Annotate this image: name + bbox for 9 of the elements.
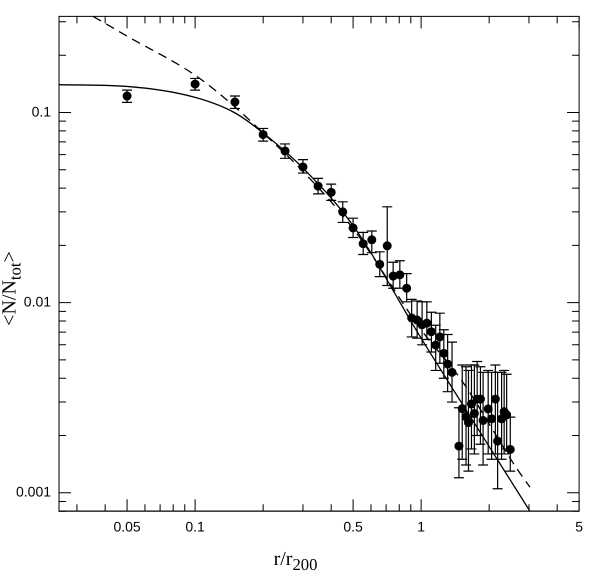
x-tick-label: 1 [417, 518, 426, 534]
y-tick-label: 0.001 [16, 484, 52, 500]
x-axis-title: r/r$_{200}$ [272, 548, 318, 575]
y-tick-label: 0.01 [24, 293, 52, 310]
y-tick-label: 0.1 [32, 103, 52, 120]
x-tick-label: 5 [575, 518, 584, 534]
x-tick-label: 0.05 [113, 518, 141, 534]
x-tick-label: 0.1 [185, 518, 206, 534]
x-tick-label: 0.5 [343, 518, 364, 534]
